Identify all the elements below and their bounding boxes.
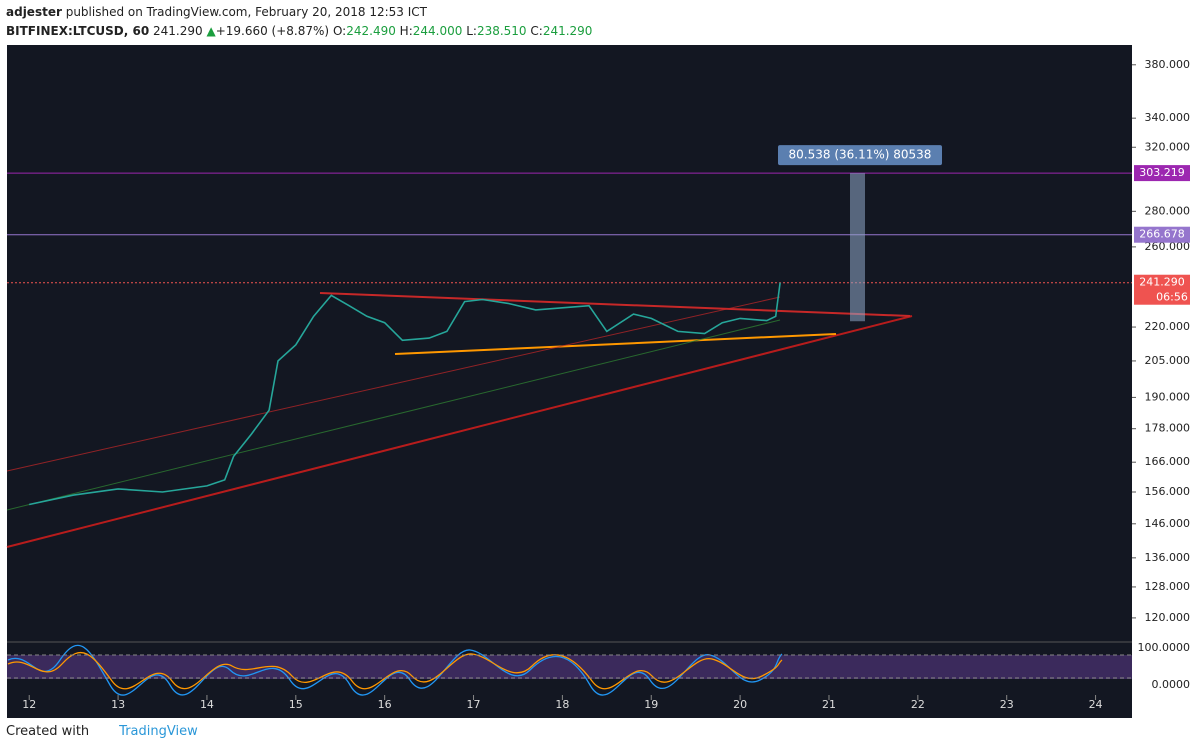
ohlc-key: O: [332, 24, 347, 38]
x-tick-label: 23 [1000, 698, 1014, 711]
x-tick-label: 18 [555, 698, 569, 711]
y-tick-label: 260.000 [1145, 240, 1191, 253]
ohlc-value: 241.290 [542, 24, 593, 38]
trendline [6, 315, 913, 548]
x-tick-label: 24 [1089, 698, 1103, 711]
brand: TradingView [119, 724, 198, 739]
x-tick-label: 12 [22, 698, 36, 711]
chart-bg [7, 45, 1132, 718]
published: published on TradingView.com, February 2… [65, 5, 428, 19]
last: 241.290 [153, 24, 203, 38]
band-line [6, 319, 781, 511]
header: adjester published on TradingView.com, F… [6, 3, 592, 41]
y-tick-label: 166.000 [1145, 455, 1191, 468]
y-tick-label: 280.000 [1145, 204, 1191, 217]
measure-label: 80.538 (36.11%) 80538 [789, 148, 932, 162]
osc-tick-label: 0.0000 [1152, 678, 1191, 691]
y-tick-label: 190.000 [1145, 390, 1191, 403]
x-tick-label: 20 [733, 698, 747, 711]
y-tick-label: 146.000 [1145, 517, 1191, 530]
x-tick-label: 15 [289, 698, 303, 711]
ohlc: O:242.490 H:244.000 L:238.510 C:241.290 [333, 24, 593, 38]
x-tick-label: 17 [467, 698, 481, 711]
y-tick-label: 380.000 [1145, 58, 1191, 71]
stoch-k [7, 644, 783, 696]
ohlc-value: 238.510 [476, 24, 527, 38]
ohlc-key: H: [399, 24, 413, 38]
stoch-d [7, 651, 783, 690]
y-tick-label: 156.000 [1145, 485, 1191, 498]
y-tick-label: 205.000 [1145, 354, 1191, 367]
band-line [6, 296, 781, 472]
y-tick-label: 120.000 [1145, 611, 1191, 624]
countdown: 06:56 [1156, 291, 1188, 304]
chart: 380.000340.000320.000280.000260.000220.0… [6, 45, 1197, 718]
price-tag [1134, 274, 1190, 305]
level-label: 303.219 [1139, 166, 1185, 179]
level-tag [1134, 165, 1190, 182]
footer-text: Created with [6, 724, 90, 739]
footer: Created with TradingView [6, 724, 198, 739]
ohlc-value: 242.490 [346, 24, 396, 38]
arrow: ▲ [206, 24, 216, 38]
y-tick-label: 178.000 [1145, 422, 1191, 435]
x-tick-label: 13 [111, 698, 125, 711]
price-label: 241.290 [1139, 276, 1185, 289]
price-axis [1132, 45, 1197, 718]
trendline [319, 292, 911, 317]
measure-box [850, 173, 865, 322]
x-tick-label: 16 [378, 698, 392, 711]
x-tick-label: 22 [911, 698, 925, 711]
symbol: BITFINEX:LTCUSD, 60 [6, 24, 150, 38]
level-tag [1134, 226, 1190, 243]
ohlc-key: C: [530, 24, 543, 38]
ohlc-key: L: [466, 24, 477, 38]
x-tick-label: 14 [200, 698, 214, 711]
change: +19.660 (+8.87%) [215, 24, 330, 38]
y-tick-label: 136.000 [1145, 551, 1191, 564]
measure-tag [778, 145, 942, 166]
y-tick-label: 220.000 [1145, 320, 1191, 333]
y-tick-label: 320.000 [1145, 140, 1191, 153]
y-tick-label: 128.000 [1145, 580, 1191, 593]
trendline [394, 333, 837, 355]
level-label: 266.678 [1139, 228, 1185, 241]
x-tick-label: 19 [644, 698, 658, 711]
y-tick-label: 340.000 [1145, 111, 1191, 124]
price-series [29, 282, 781, 506]
ohlc-value: 244.000 [412, 24, 463, 38]
x-tick-label: 21 [822, 698, 836, 711]
author: adjester [6, 5, 62, 19]
osc-tick-label: 100.0000 [1138, 641, 1191, 654]
